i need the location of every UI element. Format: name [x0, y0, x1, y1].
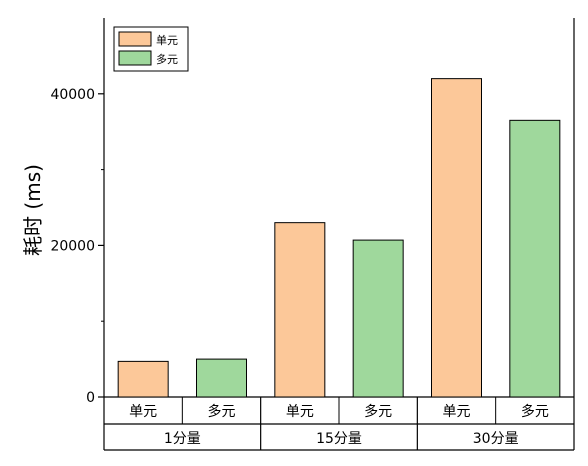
- y-tick-label: 20000: [50, 238, 95, 254]
- category-label: 单元: [443, 404, 471, 420]
- group-label: 15分量: [316, 431, 362, 447]
- bar-15分量-多元: [352, 239, 404, 398]
- category-label: 单元: [286, 404, 314, 420]
- legend-swatch: [118, 31, 152, 47]
- category-label: 多元: [521, 403, 549, 420]
- y-tick-label: 40000: [50, 87, 95, 103]
- group-label: 1分量: [164, 431, 201, 447]
- bar-1分量-单元: [117, 360, 169, 398]
- category-label: 多元: [364, 403, 392, 420]
- category-label: 单元: [129, 404, 157, 420]
- bar-15分量-单元: [274, 222, 326, 398]
- bars: [117, 78, 561, 398]
- category-label: 多元: [208, 403, 236, 420]
- bar-30分量-单元: [431, 78, 482, 398]
- bar-1分量-多元: [196, 358, 247, 398]
- legend-label: 单元: [156, 34, 178, 47]
- y-tick-label: 0: [86, 390, 95, 406]
- legend-swatch: [118, 50, 152, 66]
- legend-label: 多元: [156, 52, 178, 66]
- y-axis-title: 耗时 (ms): [21, 164, 45, 256]
- bar-30分量-多元: [509, 119, 561, 398]
- group-label: 30分量: [473, 431, 519, 447]
